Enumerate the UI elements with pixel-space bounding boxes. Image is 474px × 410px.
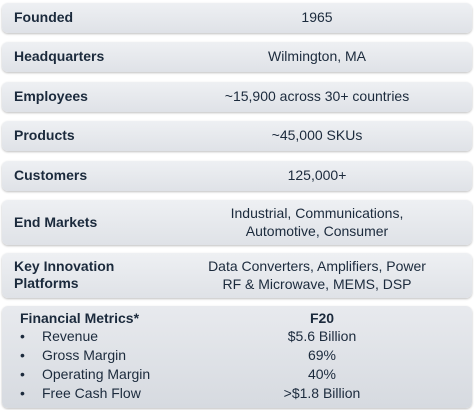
- metric-label-gross-margin: • Gross Margin: [20, 347, 127, 363]
- row-value-line-2: Automotive, Consumer: [245, 223, 389, 239]
- metric-label-revenue: • Revenue: [20, 328, 99, 344]
- bullet: •: [20, 347, 25, 363]
- bullet: •: [20, 385, 25, 401]
- row-end-markets: End Markets Industrial, Communications, …: [2, 200, 472, 245]
- metric-value-operating-margin: 40%: [307, 366, 337, 382]
- bullet: •: [20, 328, 25, 344]
- row-value-line-1: Data Converters, Amplifiers, Power: [208, 258, 426, 274]
- row-value-line-1: Industrial, Communications,: [230, 205, 404, 221]
- row-employees: Employees ~15,900 across 30+ countries: [2, 82, 472, 112]
- row-label: Headquarters: [14, 48, 105, 64]
- row-headquarters: Headquarters Wilmington, MA: [2, 42, 472, 72]
- row-label: Customers: [14, 167, 88, 183]
- row-label: Founded: [14, 9, 74, 25]
- row-label: Products: [14, 127, 75, 143]
- row-value: ~15,900 across 30+ countries: [224, 88, 410, 104]
- financial-metrics-panel: Financial Metrics* F20 • Revenue $5.6 Bil…: [2, 306, 472, 408]
- row-label-line-2: Platforms: [14, 275, 79, 291]
- row-customers: Customers 125,000+: [2, 161, 472, 191]
- metric-label-operating-margin: • Operating Margin: [20, 366, 151, 382]
- row-value: Wilmington, MA: [267, 48, 367, 64]
- row-key-innovation-platforms: Key Innovation Platforms Data Converters…: [2, 253, 472, 298]
- row-founded: Founded 1965: [2, 3, 472, 33]
- row-products: Products ~45,000 SKUs: [2, 121, 472, 151]
- row-label: Employees: [14, 88, 88, 104]
- financial-metrics-title: Financial Metrics*: [20, 310, 140, 326]
- bullet: •: [20, 366, 25, 382]
- row-value-line-2: RF & Microwave, MEMS, DSP: [222, 276, 412, 292]
- metric-value-gross-margin: 69%: [307, 347, 337, 363]
- row-value: 1965: [301, 9, 333, 25]
- row-value: ~45,000 SKUs: [271, 127, 363, 143]
- metric-value-free-cash-flow: >$1.8 Billion: [283, 385, 361, 401]
- metric-value-revenue: $5.6 Billion: [287, 328, 357, 344]
- row-value: 125,000+: [287, 167, 347, 183]
- row-label: End Markets: [14, 214, 98, 230]
- metric-label-free-cash-flow: • Free Cash Flow: [20, 385, 141, 401]
- financial-metrics-column-header: F20: [309, 310, 335, 326]
- row-label-line-1: Key Innovation: [14, 258, 115, 274]
